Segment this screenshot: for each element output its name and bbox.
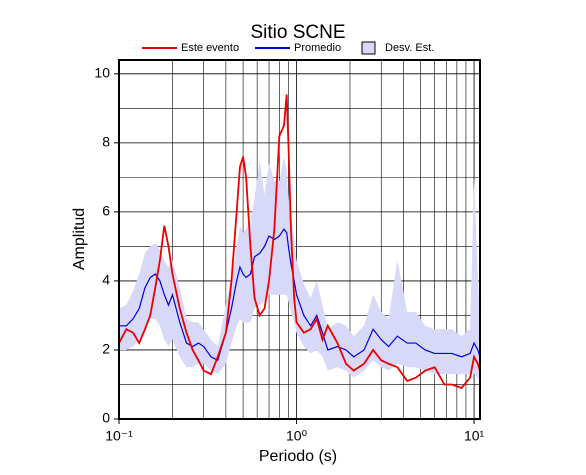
- y-tick-label: 0: [102, 410, 110, 426]
- legend-label: Desv. Est.: [385, 42, 434, 54]
- y-tick-label: 6: [102, 203, 110, 219]
- y-tick-label: 2: [102, 341, 110, 357]
- axes: 10⁻¹ 10⁰ 10¹ 0 2 4 6 8 10: [94, 59, 485, 444]
- y-tick-label: 10: [94, 65, 110, 81]
- series-line: [119, 228, 480, 362]
- x-axis-label: Periodo (s): [259, 448, 337, 465]
- legend: Este evento Promedio Desv. Est.: [142, 41, 434, 55]
- series-line: [119, 94, 480, 389]
- y-tick-label: 8: [102, 134, 110, 150]
- y-axis-label: Amplitud: [71, 208, 88, 270]
- chart-title: Sitio SCNE: [250, 22, 345, 43]
- plot-area: [119, 94, 480, 389]
- legend-label: Promedio: [294, 42, 341, 54]
- x-tick-label: 10⁻¹: [105, 428, 133, 444]
- x-tick-label: 10¹: [464, 428, 485, 444]
- legend-swatch: [361, 41, 376, 55]
- legend-label: Este evento: [181, 42, 239, 54]
- y-tick-label: 4: [102, 272, 110, 288]
- plot-frame: [118, 59, 481, 420]
- x-tick-label: 10⁰: [286, 428, 308, 444]
- std-band: [119, 156, 480, 382]
